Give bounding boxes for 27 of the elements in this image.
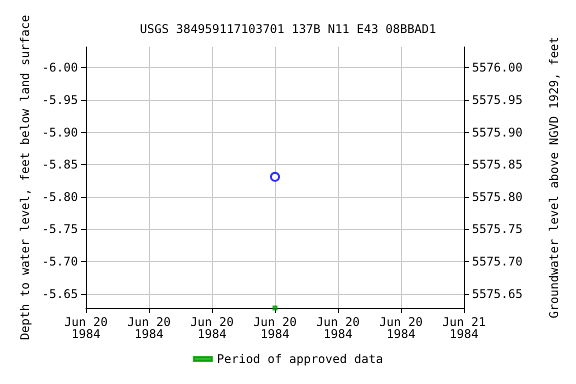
chart-title: USGS 384959117103701 137B N11 E43 08BBAD1 [140,22,436,36]
x-tick-label: Jun 20 1984 [127,315,171,341]
y2-tick-label: 5575.75 [472,222,523,236]
y2-tick-label: 5575.70 [472,254,523,268]
x-tick-label: Jun 20 1984 [379,315,423,341]
y-tick-label: -5.80 [42,190,78,204]
x-tick-label: Jun 20 1984 [190,315,234,341]
y-axis-title: Depth to water level, feet below land surface [18,14,32,340]
y-tick-label: -5.95 [42,92,78,107]
y2-tick-label: 5575.85 [472,158,523,172]
y2-axis-title: Groundwater level above NGVD 1929, feet [547,36,561,318]
x-tick-label: Jun 20 1984 [64,315,108,341]
y2-tick-label: 5575.90 [472,125,523,140]
y-tick-label: -5.75 [42,222,78,236]
y2-tick-label: 5575.95 [472,92,523,107]
x-tick-label: Jun 20 1984 [316,315,360,341]
y2-tick-label: 5576.00 [472,60,523,75]
y-tick-label: -5.85 [42,158,78,172]
y-tick-label: -5.70 [42,254,78,268]
legend-label: Period of approved data [216,352,384,366]
x-tick-label: Jun 20 1984 [253,315,297,341]
y-tick-label: -5.65 [42,286,78,301]
y2-tick-label: 5575.80 [472,190,523,204]
y-tick-label: -5.90 [42,125,78,140]
y-tick-label: -6.00 [42,60,78,75]
x-tick-label: Jun 21 1984 [442,315,486,341]
y2-tick-label: 5575.65 [472,286,523,301]
